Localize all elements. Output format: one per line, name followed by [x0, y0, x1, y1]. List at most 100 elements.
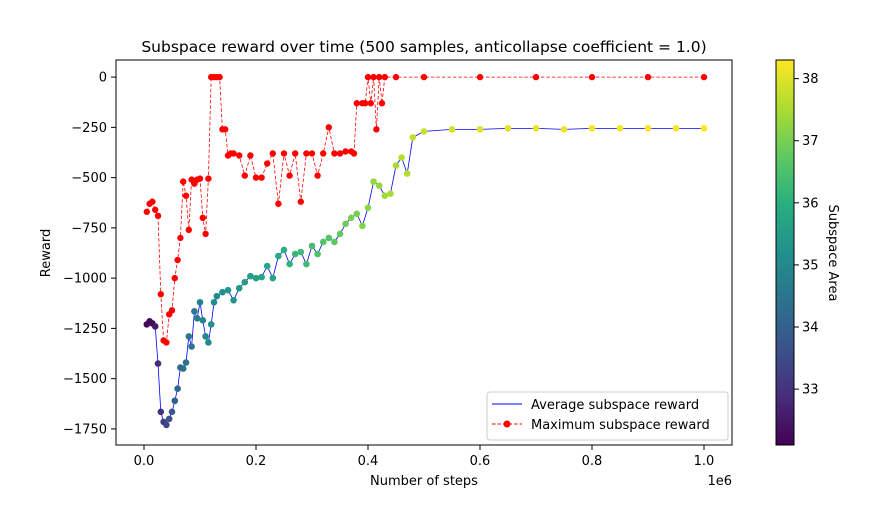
y-tick-label: −500 [71, 171, 107, 186]
y-axis: 0 −250 −500 −750 −1000 −1250 −1500 −1750 [63, 71, 116, 437]
maximum-reward-point [149, 198, 156, 205]
maximum-reward-point [241, 172, 248, 179]
average-reward-point [325, 234, 333, 242]
average-reward-point [392, 162, 400, 169]
average-reward-point [314, 250, 321, 258]
average-reward-point [588, 125, 596, 132]
maximum-reward-point [588, 73, 596, 81]
y-tick-label: 0 [99, 71, 107, 86]
x-axis: 0.0 0.2 0.4 0.6 0.8 1.0 [134, 445, 714, 469]
x-tick-label: 0.0 [134, 454, 155, 469]
average-reward-point [616, 125, 624, 132]
average-reward-point [165, 415, 173, 423]
average-reward-point [359, 222, 366, 230]
average-reward-point [224, 286, 232, 294]
maximum-reward-point [222, 126, 229, 133]
series-layer [143, 73, 708, 429]
average-reward-point [297, 248, 305, 256]
maximum-reward-point [336, 150, 344, 157]
average-reward-point [196, 298, 204, 306]
x-tick-label: 0.6 [470, 454, 491, 469]
average-reward-point [409, 134, 417, 141]
maximum-reward-point [644, 73, 652, 81]
average-reward-point [387, 190, 394, 197]
maximum-reward-point [236, 152, 243, 159]
colorbar-tick-label: 37 [802, 134, 819, 149]
colorbar-tick-label: 35 [802, 258, 819, 273]
x-tick-label: 0.8 [582, 454, 603, 469]
y-tick-label: −250 [71, 121, 107, 136]
colorbar-gradient [775, 59, 795, 446]
colorbar-label: Subspace Area [825, 205, 840, 302]
average-reward-point [381, 192, 389, 200]
average-reward-point [188, 343, 195, 350]
colorbar-tick-label: 36 [802, 196, 819, 211]
maximum-reward-point [152, 206, 159, 213]
average-reward-point [331, 238, 338, 246]
maximum-reward-line [146, 76, 704, 344]
maximum-reward-point [331, 150, 338, 157]
maximum-reward-point [185, 226, 192, 234]
maximum-reward-point [350, 150, 358, 157]
maximum-reward-point [247, 152, 254, 159]
average-reward-point [258, 273, 265, 281]
maximum-reward-point [216, 73, 223, 81]
maximum-reward-point [202, 230, 209, 238]
maximum-reward-point [303, 150, 310, 157]
maximum-reward-point [378, 100, 386, 107]
maximum-reward-point [280, 150, 288, 157]
average-reward-point [154, 360, 162, 367]
average-reward-point [286, 260, 293, 268]
maximum-reward-point [362, 100, 369, 107]
average-reward-point [280, 246, 288, 254]
average-reward-point [560, 126, 568, 133]
x-axis-offset: 1e6 [707, 474, 732, 489]
average-reward-point [163, 421, 170, 429]
average-reward-point [303, 260, 310, 268]
maximum-reward-point [258, 174, 265, 181]
maximum-reward-point [353, 100, 360, 107]
y-tick-label: −1750 [63, 422, 107, 437]
maximum-reward-point [381, 73, 388, 81]
maximum-reward-point [314, 172, 321, 179]
maximum-reward-point [476, 73, 484, 81]
average-reward-point [644, 125, 652, 132]
average-reward-point [205, 339, 212, 346]
average-reward-point [398, 154, 405, 161]
maximum-reward-point [367, 100, 374, 107]
maximum-reward-point [370, 73, 377, 81]
maximum-reward-point [163, 339, 170, 346]
average-reward-point [375, 182, 383, 189]
maximum-reward-point [532, 73, 540, 81]
average-reward-point [182, 359, 190, 366]
maximum-reward-point [196, 175, 204, 182]
average-reward-point [151, 323, 159, 330]
average-reward-point [420, 128, 428, 135]
legend-maximum-label: Maximum subspace reward [531, 418, 710, 433]
average-reward-point [235, 284, 243, 292]
average-reward-point [403, 170, 411, 177]
legend-maximum-marker [503, 420, 511, 428]
average-reward-point [336, 230, 344, 238]
average-reward-point [319, 238, 327, 246]
average-reward-point [476, 126, 484, 133]
average-reward-point [207, 321, 215, 328]
maximum-reward-point [275, 200, 282, 207]
average-reward-point [252, 274, 260, 282]
maximum-reward-point [292, 150, 299, 157]
average-reward-point [210, 298, 218, 306]
average-reward-point [308, 242, 316, 250]
average-reward-point [504, 125, 512, 132]
y-axis-label: Reward [39, 229, 54, 277]
maximum-reward-point [420, 73, 428, 81]
average-reward-point [672, 125, 680, 132]
maximum-reward-point [700, 73, 708, 81]
average-reward-point [185, 333, 193, 340]
maximum-reward-point [177, 234, 184, 242]
average-reward-point [532, 125, 540, 132]
average-reward-point [191, 308, 198, 315]
maximum-reward-point [325, 124, 332, 131]
maximum-reward-point [199, 214, 206, 222]
maximum-reward-point [376, 73, 383, 81]
